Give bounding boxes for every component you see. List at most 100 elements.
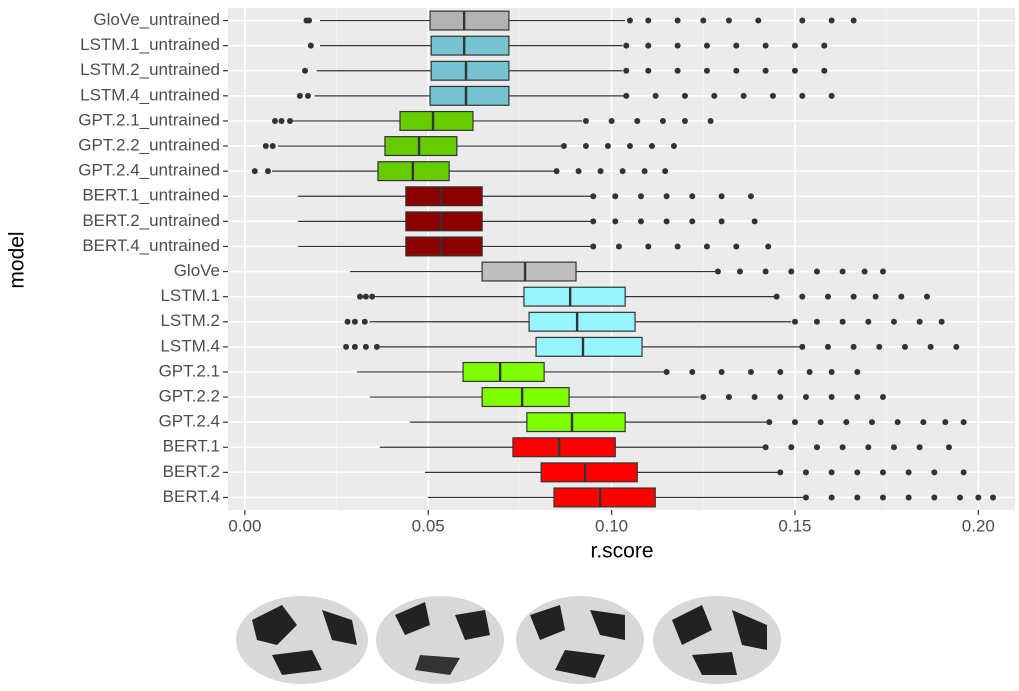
outlier: [575, 168, 582, 175]
outlier: [802, 394, 809, 401]
outlier: [582, 143, 589, 150]
outlier: [736, 268, 743, 275]
outlier: [777, 394, 784, 401]
box: [512, 437, 616, 458]
outlier: [645, 42, 652, 49]
outlier: [854, 394, 861, 401]
outlier: [271, 117, 278, 124]
outlier: [615, 243, 622, 250]
y-tick-label: GPT.2.1: [159, 361, 220, 380]
outlier: [824, 343, 831, 350]
outlier: [923, 293, 930, 300]
outlier: [828, 394, 835, 401]
outlier: [876, 343, 883, 350]
y-tick-label: GPT.2.2_untrained: [78, 136, 220, 155]
outlier: [645, 17, 652, 24]
x-tick-label: 0.10: [595, 516, 628, 535]
outlier: [765, 243, 772, 250]
outlier: [879, 268, 886, 275]
outlier: [865, 444, 872, 451]
outlier: [755, 17, 762, 24]
outlier: [828, 469, 835, 476]
outlier: [791, 42, 798, 49]
outlier: [733, 243, 740, 250]
x-axis-title: r.score: [590, 540, 653, 563]
outlier: [850, 293, 857, 300]
outlier: [920, 419, 927, 426]
outlier: [927, 343, 934, 350]
outlier: [854, 368, 861, 375]
outlier: [989, 494, 996, 501]
outlier: [700, 17, 707, 24]
outlier: [689, 368, 696, 375]
outlier: [369, 293, 376, 300]
x-tick-label: 0.20: [962, 516, 995, 535]
outlier: [351, 318, 358, 325]
outlier: [788, 444, 795, 451]
outlier: [619, 168, 626, 175]
outlier: [828, 494, 835, 501]
outlier: [861, 268, 868, 275]
outlier: [828, 17, 835, 24]
box: [430, 35, 510, 56]
y-tick-label: LSTM.4: [160, 336, 220, 355]
outlier: [278, 117, 285, 124]
outlier: [714, 268, 721, 275]
outlier: [637, 218, 644, 225]
outlier: [894, 419, 901, 426]
outlier: [879, 494, 886, 501]
outlier: [956, 494, 963, 501]
outlier: [839, 268, 846, 275]
outlier: [307, 42, 314, 49]
outlier: [850, 343, 857, 350]
box: [540, 462, 638, 483]
outlier: [901, 343, 908, 350]
outlier: [828, 368, 835, 375]
outlier: [362, 343, 369, 350]
outlier: [879, 469, 886, 476]
outlier: [916, 318, 923, 325]
outlier: [659, 117, 666, 124]
outlier: [905, 469, 912, 476]
box: [481, 261, 577, 282]
outlier: [762, 268, 769, 275]
y-tick-label: BERT.4: [163, 487, 220, 506]
box: [405, 211, 483, 232]
outlier: [872, 293, 879, 300]
outlier: [681, 92, 688, 99]
outlier: [302, 67, 309, 74]
outlier: [662, 168, 669, 175]
plot: 0.00 0.05 0.10 0.15 0.20 GloVe_untrained LSTM.…: [78, 8, 1015, 535]
outlier: [799, 92, 806, 99]
outlier: [762, 42, 769, 49]
outlier: [703, 243, 710, 250]
outlier: [766, 419, 773, 426]
y-axis-title: model: [6, 231, 29, 288]
outlier: [361, 318, 368, 325]
y-tick-label: BERT.2: [163, 462, 220, 481]
outlier: [269, 143, 276, 150]
box: [430, 60, 510, 81]
outlier: [663, 193, 670, 200]
outlier: [645, 67, 652, 74]
box: [384, 136, 458, 157]
outlier: [905, 494, 912, 501]
outlier: [674, 67, 681, 74]
y-tick-label: LSTM.2_untrained: [80, 60, 220, 79]
outlier: [344, 318, 351, 325]
outlier: [590, 218, 597, 225]
outlier: [740, 92, 747, 99]
outlier: [777, 469, 784, 476]
outlier: [304, 92, 311, 99]
outlier: [703, 67, 710, 74]
outlier: [689, 218, 696, 225]
outlier: [806, 368, 813, 375]
outlier: [817, 419, 824, 426]
outlier: [839, 318, 846, 325]
outlier: [733, 42, 740, 49]
outlier: [674, 243, 681, 250]
box: [523, 286, 626, 307]
outlier: [652, 92, 659, 99]
outlier: [264, 168, 271, 175]
